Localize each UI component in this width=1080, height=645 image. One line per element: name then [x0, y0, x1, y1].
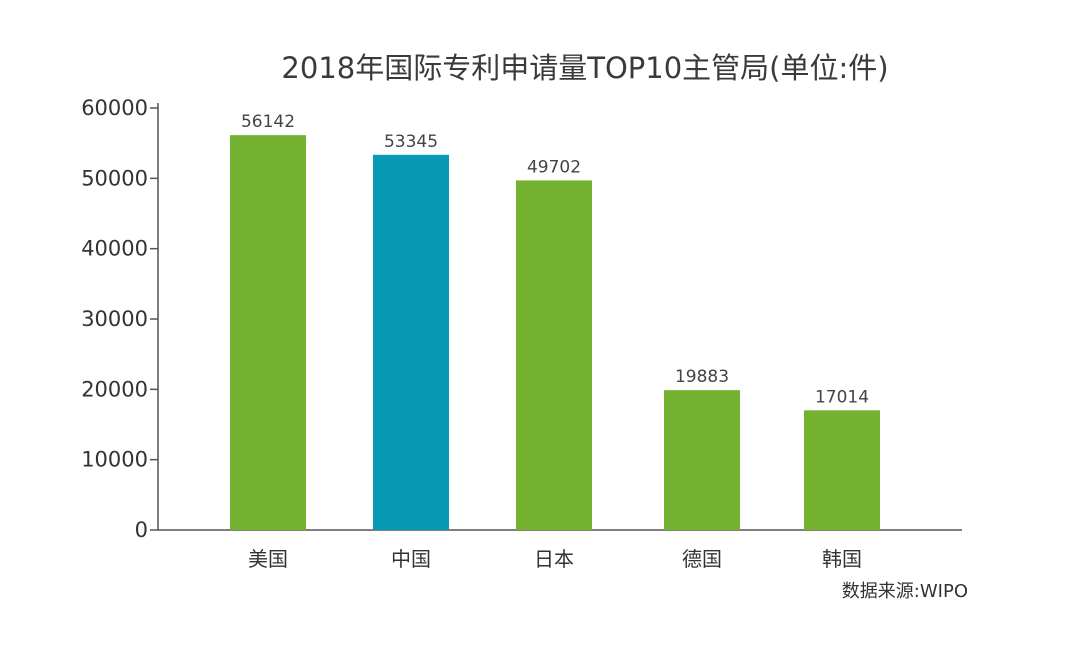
data-label: 17014	[815, 387, 869, 407]
bar	[516, 180, 592, 530]
bar	[230, 135, 306, 531]
data-label: 53345	[384, 132, 438, 152]
bar	[804, 410, 880, 530]
source-note: 数据来源:WIPO	[842, 581, 968, 602]
y-tick-label: 40000	[81, 237, 148, 261]
y-tick-label: 30000	[81, 307, 148, 331]
x-tick-label: 中国	[391, 547, 431, 571]
y-tick-label: 60000	[81, 96, 148, 120]
x-ticks: 美国 中国 日本 德国 韩国	[248, 547, 862, 571]
y-ticks: 0 10000 20000 30000 40000 50000 60000	[81, 96, 158, 542]
y-tick-label: 50000	[81, 166, 148, 190]
x-tick-label: 美国	[248, 547, 288, 571]
chart-title: 2018年国际专利申请量TOP10主管局(单位:件)	[281, 51, 888, 85]
data-labels: 56142 53345 49702 19883 17014	[241, 112, 869, 407]
y-tick-label: 10000	[81, 448, 148, 472]
bars	[230, 135, 880, 531]
x-tick-label: 韩国	[822, 547, 862, 571]
data-label: 19883	[675, 367, 729, 387]
y-tick-label: 0	[135, 518, 148, 542]
y-tick-label: 20000	[81, 377, 148, 401]
bar	[373, 154, 449, 531]
data-label: 49702	[527, 157, 581, 177]
x-tick-label: 德国	[682, 547, 722, 571]
x-tick-label: 日本	[534, 547, 574, 571]
bar	[664, 390, 740, 530]
data-label: 56142	[241, 112, 295, 132]
